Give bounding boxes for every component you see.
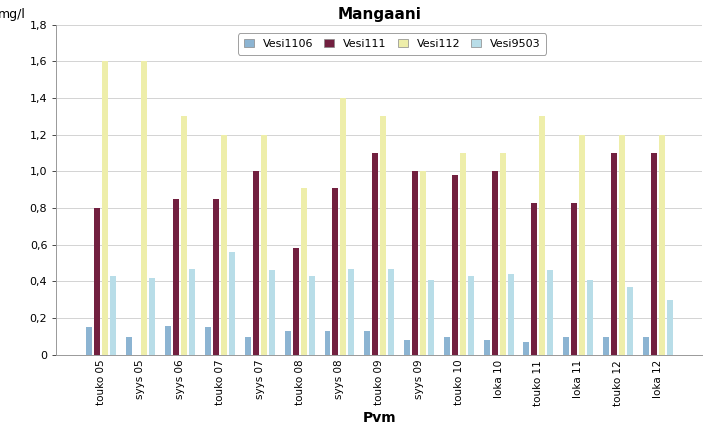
Bar	[532, 203, 537, 355]
Bar	[380, 116, 386, 355]
Bar	[165, 326, 172, 355]
Bar	[301, 188, 306, 355]
Bar	[348, 269, 354, 355]
Bar	[229, 252, 235, 355]
Bar	[372, 153, 378, 355]
Bar	[452, 175, 458, 355]
Bar	[340, 98, 347, 355]
Bar	[666, 300, 673, 355]
Bar	[94, 208, 100, 355]
Bar	[508, 274, 513, 355]
Legend: Vesi1106, Vesi111, Vesi112, Vesi9503: Vesi1106, Vesi111, Vesi112, Vesi9503	[238, 33, 546, 54]
Bar	[579, 135, 585, 355]
Bar	[173, 199, 179, 355]
Bar	[213, 199, 219, 355]
Bar	[269, 270, 275, 355]
Bar	[205, 327, 211, 355]
Bar	[651, 153, 657, 355]
Bar	[491, 172, 498, 355]
Bar	[110, 276, 116, 355]
Bar	[587, 280, 593, 355]
Text: mg/l: mg/l	[0, 8, 26, 21]
Bar	[325, 331, 330, 355]
Bar	[253, 172, 259, 355]
Bar	[603, 337, 609, 355]
Bar	[547, 270, 553, 355]
Bar	[659, 135, 665, 355]
Bar	[523, 342, 530, 355]
Bar	[150, 278, 155, 355]
Bar	[182, 116, 187, 355]
Bar	[444, 337, 450, 355]
Bar	[364, 331, 370, 355]
Bar	[389, 269, 394, 355]
X-axis label: Pvm: Pvm	[362, 411, 396, 425]
Bar	[420, 172, 426, 355]
Bar	[189, 269, 195, 355]
Bar	[540, 116, 545, 355]
Bar	[333, 188, 338, 355]
Bar	[619, 135, 625, 355]
Bar	[285, 331, 291, 355]
Bar	[643, 337, 649, 355]
Bar	[563, 337, 569, 355]
Bar	[571, 203, 577, 355]
Bar	[142, 61, 147, 355]
Bar	[125, 337, 131, 355]
Bar	[404, 340, 410, 355]
Bar	[500, 153, 506, 355]
Bar	[484, 340, 490, 355]
Bar	[468, 276, 474, 355]
Bar	[460, 153, 466, 355]
Bar	[627, 287, 633, 355]
Bar	[245, 337, 251, 355]
Bar	[611, 153, 617, 355]
Title: Mangaani: Mangaani	[337, 7, 421, 22]
Bar	[221, 135, 227, 355]
Bar	[412, 172, 418, 355]
Bar	[261, 135, 267, 355]
Bar	[293, 248, 298, 355]
Bar	[308, 276, 315, 355]
Bar	[428, 280, 434, 355]
Bar	[101, 61, 108, 355]
Bar	[86, 327, 91, 355]
